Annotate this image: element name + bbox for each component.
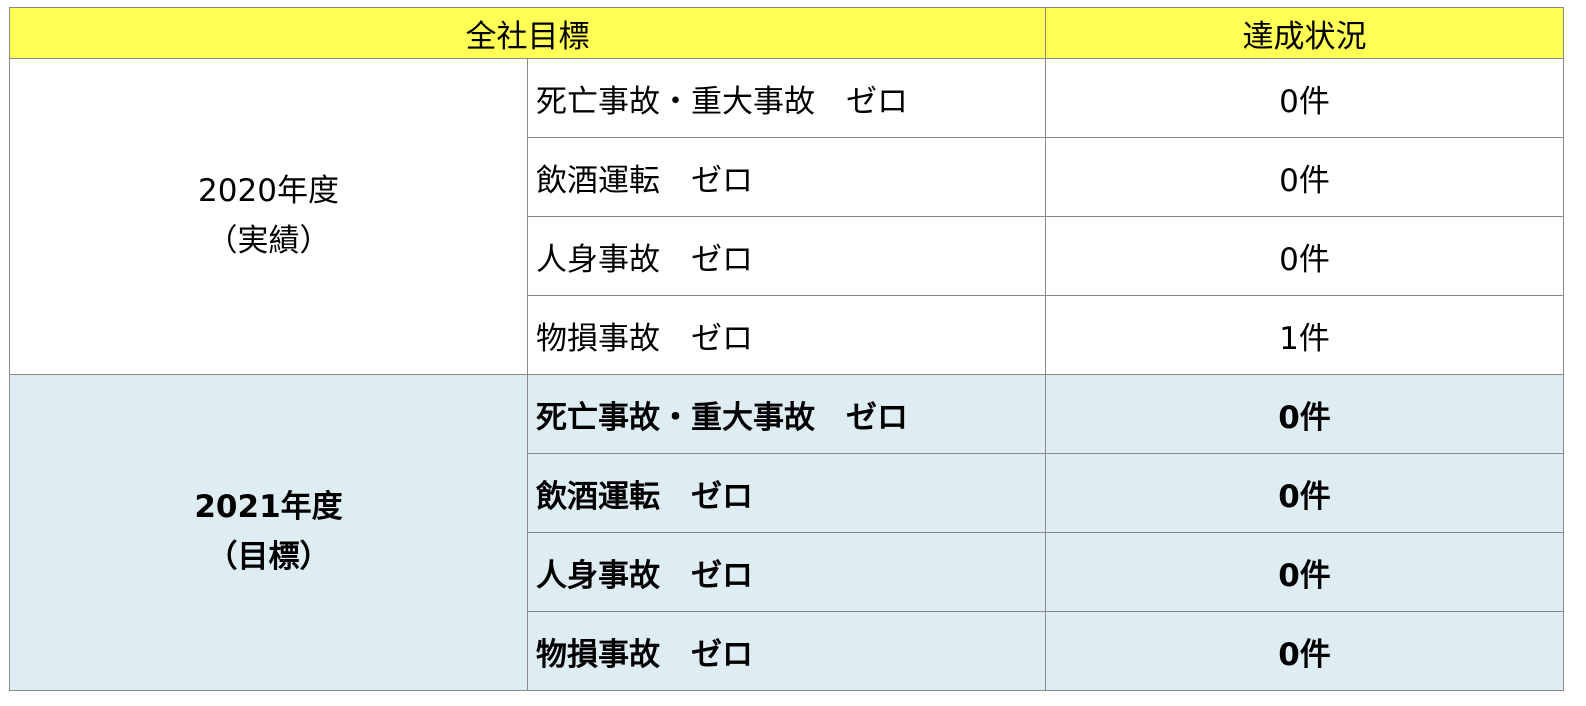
table-row: 飲酒運転 ゼロ 0件	[10, 137, 1564, 217]
goal-cell: 物損事故 ゼロ	[527, 611, 1046, 691]
goal-cell: 死亡事故・重大事故 ゼロ	[527, 58, 1046, 138]
year-cell: 2020年度 （実績）	[9, 58, 528, 375]
header-goal: 全社目標	[9, 7, 1046, 59]
year-cell: 2021年度 （目標）	[9, 374, 528, 691]
table-row: 物損事故 ゼロ 1件	[10, 295, 1564, 375]
year-kind: （目標）	[206, 538, 331, 575]
status-cell: 0件	[1045, 137, 1564, 217]
year-label: 2021年度	[194, 488, 343, 525]
goal-cell: 死亡事故・重大事故 ゼロ	[527, 374, 1046, 454]
status-cell: 0件	[1045, 58, 1564, 138]
status-cell: 0件	[1045, 216, 1564, 296]
header-row: 全社目標 達成状況	[9, 7, 1564, 59]
goal-cell: 飲酒運転 ゼロ	[527, 137, 1046, 217]
goal-cell: 物損事故 ゼロ	[527, 295, 1046, 375]
year-kind: （実績）	[206, 222, 331, 259]
goal-cell: 人身事故 ゼロ	[527, 532, 1046, 612]
status-cell: 1件	[1045, 295, 1564, 375]
year-label: 2020年度	[198, 172, 339, 209]
goal-cell: 飲酒運転 ゼロ	[527, 453, 1046, 533]
table-row: 2021年度 （目標） 死亡事故・重大事故 ゼロ 0件	[9, 374, 1564, 691]
goal-cell: 人身事故 ゼロ	[527, 216, 1046, 296]
table-row: 飲酒運転 ゼロ 0件	[10, 453, 1564, 533]
table-row: 2020年度 （実績） 死亡事故・重大事故 ゼロ 0件	[9, 58, 1564, 375]
status-cell: 0件	[1045, 453, 1564, 533]
safety-goals-table: 全社目標 達成状況 2020年度 （実績） 死亡事故・重大事故 ゼロ 0件 飲酒運転 ゼ…	[9, 7, 1564, 691]
status-cell: 0件	[1045, 611, 1564, 691]
status-cell: 0件	[1045, 532, 1564, 612]
table-row: 人身事故 ゼロ 0件	[10, 532, 1564, 612]
table-row: 物損事故 ゼロ 0件	[10, 611, 1564, 691]
header-status: 達成状況	[1045, 7, 1564, 59]
status-cell: 0件	[1045, 374, 1564, 454]
